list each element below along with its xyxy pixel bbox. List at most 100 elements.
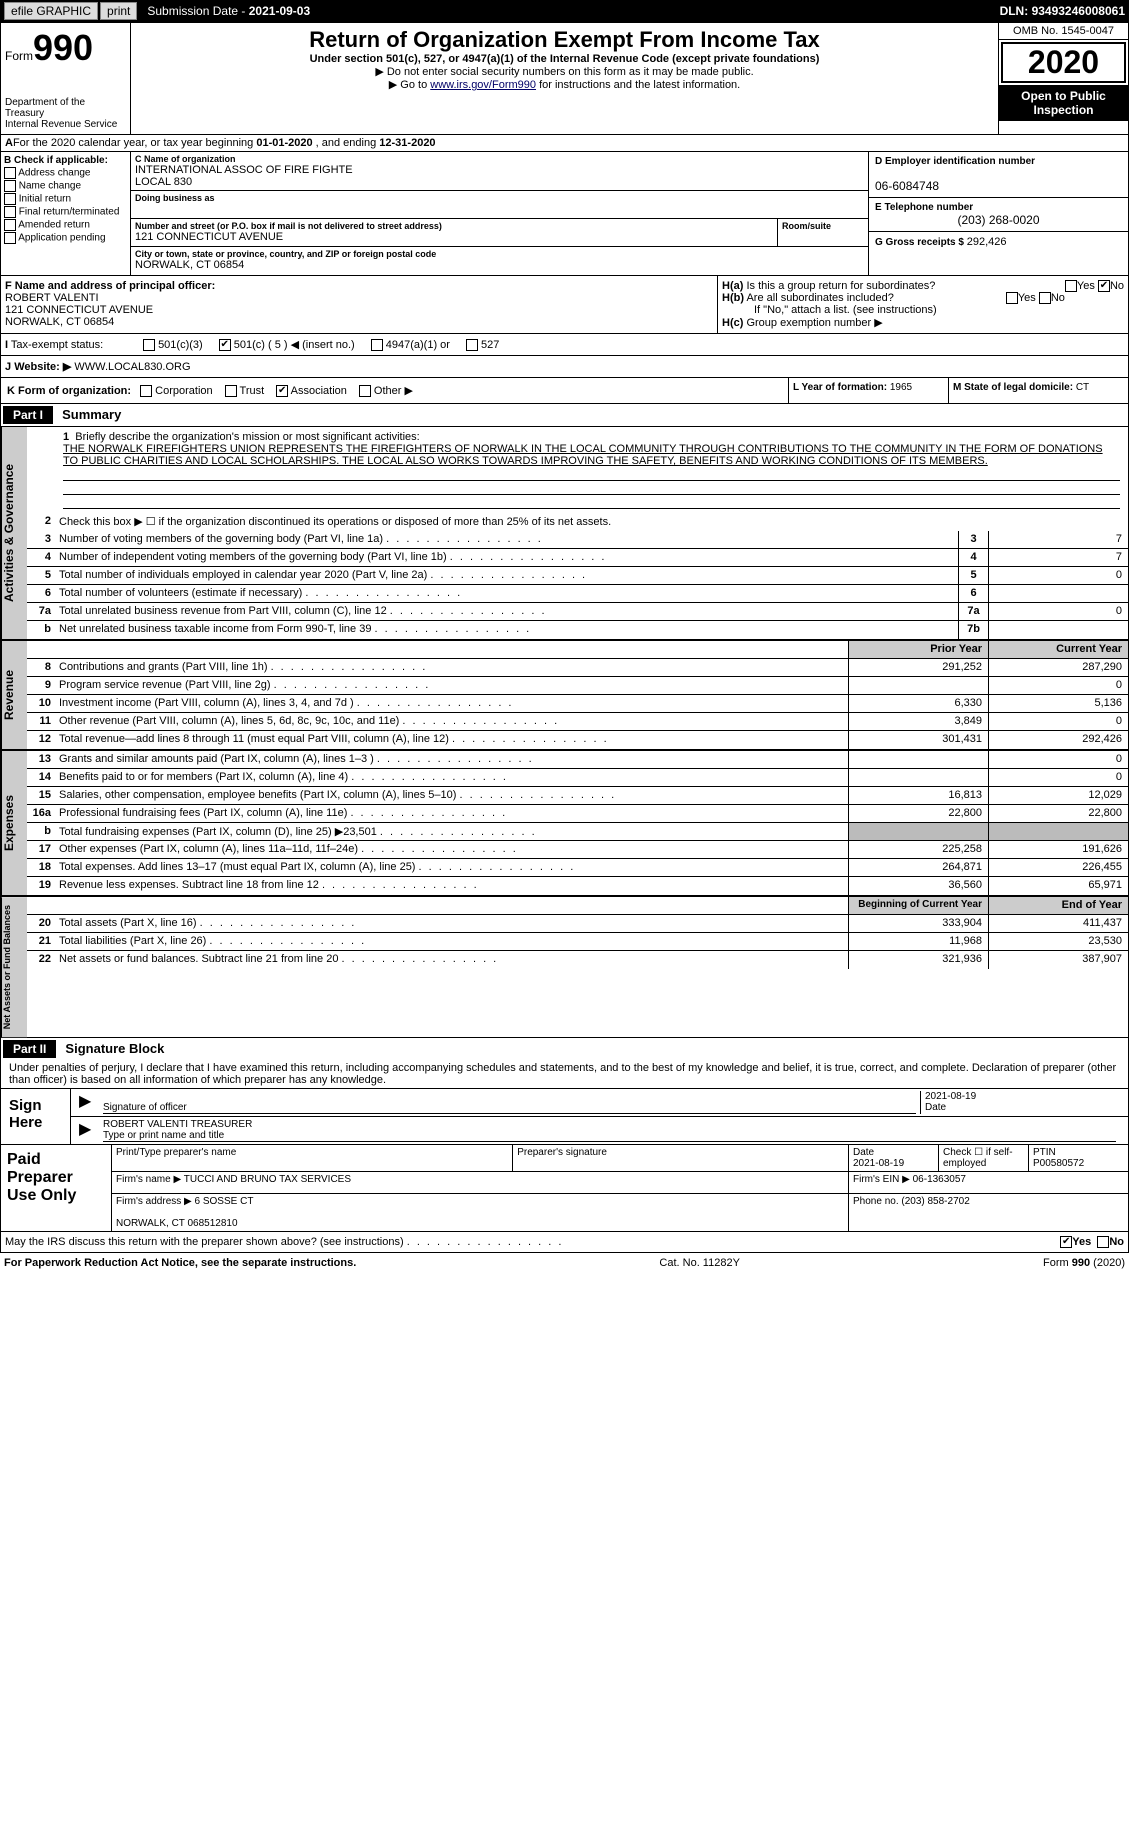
summary-line: 3Number of voting members of the governi…	[27, 531, 1128, 549]
summary-line: 20Total assets (Part X, line 16) 333,904…	[27, 915, 1128, 933]
col-end-year: End of Year	[988, 897, 1128, 914]
col-current-year: Current Year	[988, 641, 1128, 658]
part-1: Part I Summary Activities & Governance 1…	[0, 404, 1129, 1038]
summary-line: 8Contributions and grants (Part VIII, li…	[27, 659, 1128, 677]
h-b-subordinates: H(b) Are all subordinates included? Yes …	[722, 292, 1124, 304]
website-value: WWW.LOCAL830.ORG	[74, 361, 190, 373]
paid-preparer-label: Paid Preparer Use Only	[1, 1145, 111, 1231]
perjury-statement: Under penalties of perjury, I declare th…	[1, 1060, 1128, 1089]
firm-phone: Phone no. (203) 858-2702	[848, 1194, 1128, 1231]
checkbox-option[interactable]: Name change	[4, 180, 127, 192]
checkbox-option[interactable]: Amended return	[4, 219, 127, 231]
officer-signature-line[interactable]: Signature of officer	[103, 1091, 916, 1114]
open-to-public: Open to Public Inspection	[999, 85, 1128, 121]
summary-line: 5Total number of individuals employed in…	[27, 567, 1128, 585]
form-of-org-row: K Form of organization: Corporation Trus…	[0, 378, 1129, 404]
principal-officer: F Name and address of principal officer:…	[1, 276, 718, 333]
submission-date: Submission Date - 2021-09-03	[147, 4, 310, 18]
tax-exempt-status-row: I Tax-exempt status: 501(c)(3) ✔ 501(c) …	[0, 334, 1129, 356]
address-row: Number and street (or P.O. box if mail i…	[131, 219, 778, 246]
h-a-group-return: H(a) Is this a group return for subordin…	[722, 280, 1124, 292]
print-button[interactable]: print	[100, 2, 137, 20]
state-domicile: M State of legal domicile: CT	[948, 378, 1128, 403]
checkbox-option[interactable]: Initial return	[4, 193, 127, 205]
summary-line: 7aTotal unrelated business revenue from …	[27, 603, 1128, 621]
sign-here-label: Sign Here	[1, 1089, 71, 1144]
part-1-header: Part I	[3, 406, 53, 424]
form-note-ssn: ▶ Do not enter social security numbers o…	[135, 65, 994, 78]
summary-line: 17Other expenses (Part IX, column (A), l…	[27, 841, 1128, 859]
omb-number: OMB No. 1545-0047	[999, 23, 1128, 40]
form-subtitle: Under section 501(c), 527, or 4947(a)(1)…	[135, 53, 994, 65]
summary-line: 21Total liabilities (Part X, line 26) 11…	[27, 933, 1128, 951]
col-prior-year: Prior Year	[848, 641, 988, 658]
org-form-option[interactable]: ✔ Association	[276, 385, 347, 397]
form-note-link: ▶ Go to www.irs.gov/Form990 for instruct…	[135, 78, 994, 91]
year-formation: L Year of formation: 1965	[788, 378, 948, 403]
sig-date: 2021-08-19Date	[920, 1091, 1120, 1114]
side-governance: Activities & Governance	[1, 427, 27, 639]
firm-ein: Firm's EIN ▶ 06-1363057	[848, 1172, 1128, 1193]
checkbox-option[interactable]: Application pending	[4, 232, 127, 244]
org-name-row: C Name of organization INTERNATIONAL ASS…	[131, 152, 868, 191]
form-number: Form990	[5, 27, 126, 69]
summary-line: 11Other revenue (Part VIII, column (A), …	[27, 713, 1128, 731]
row-a-tax-year: AFor the 2020 calendar year, or tax year…	[0, 135, 1129, 152]
section-fgh: F Name and address of principal officer:…	[0, 276, 1129, 334]
city-row: City or town, state or province, country…	[131, 247, 868, 275]
summary-line: 4Number of independent voting members of…	[27, 549, 1128, 567]
firm-address: Firm's address ▶ 6 SOSSE CT NORWALK, CT …	[111, 1194, 848, 1231]
summary-line: 14Benefits paid to or for members (Part …	[27, 769, 1128, 787]
org-name: INTERNATIONAL ASSOC OF FIRE FIGHTE LOCAL…	[135, 164, 864, 188]
summary-line: 19Revenue less expenses. Subtract line 1…	[27, 877, 1128, 895]
top-bar: efile GRAPHIC print Submission Date - 20…	[0, 0, 1129, 22]
summary-line: 6Total number of volunteers (estimate if…	[27, 585, 1128, 603]
efile-button[interactable]: efile GRAPHIC	[4, 2, 98, 20]
summary-line: 15Salaries, other compensation, employee…	[27, 787, 1128, 805]
ptin: PTINP00580572	[1028, 1145, 1128, 1171]
col-begin-year: Beginning of Current Year	[848, 897, 988, 914]
summary-line: 10Investment income (Part VIII, column (…	[27, 695, 1128, 713]
preparer-date: Date2021-08-19	[848, 1145, 938, 1171]
summary-line: bNet unrelated business taxable income f…	[27, 621, 1128, 639]
form-title: Return of Organization Exempt From Incom…	[135, 27, 994, 53]
tax-year: 2020	[1001, 42, 1126, 83]
org-form-option[interactable]: Trust	[225, 385, 265, 397]
self-employed-check[interactable]: Check ☐ if self-employed	[938, 1145, 1028, 1171]
irs-discuss-row: May the IRS discuss this return with the…	[0, 1232, 1129, 1253]
dba-row: Doing business as	[131, 191, 868, 219]
side-net-assets: Net Assets or Fund Balances	[1, 897, 27, 1037]
org-form-option[interactable]: Other ▶	[359, 385, 413, 397]
irs-link[interactable]: www.irs.gov/Form990	[430, 79, 536, 91]
form-header: Form990 Department of the Treasury Inter…	[0, 22, 1129, 135]
h-b-note: If "No," attach a list. (see instruction…	[722, 304, 1124, 316]
ein-row: D Employer identification number 06-6084…	[869, 152, 1128, 198]
telephone-row: E Telephone number (203) 268-0020	[869, 198, 1128, 232]
checkbox-option[interactable]: Final return/terminated	[4, 206, 127, 218]
gross-receipts-row: G Gross receipts $ 292,426	[869, 232, 1128, 252]
officer-name-line: ROBERT VALENTI TREASURERType or print na…	[103, 1119, 1116, 1142]
part-2: Part II Signature Block Under penalties …	[0, 1038, 1129, 1232]
room-suite: Room/suite	[778, 219, 868, 246]
line-2: Check this box ▶ ☐ if the organization d…	[55, 513, 1128, 531]
summary-line: bTotal fundraising expenses (Part IX, co…	[27, 823, 1128, 841]
entity-info-grid: B Check if applicable: Address change Na…	[0, 152, 1129, 276]
dept-treasury: Department of the Treasury Internal Reve…	[5, 97, 126, 130]
preparer-name: Print/Type preparer's name	[111, 1145, 512, 1171]
summary-line: 12Total revenue—add lines 8 through 11 (…	[27, 731, 1128, 749]
preparer-signature: Preparer's signature	[512, 1145, 848, 1171]
dln: DLN: 93493246008061	[1000, 4, 1125, 18]
firm-name: Firm's name ▶ TUCCI AND BRUNO TAX SERVIC…	[111, 1172, 848, 1193]
summary-line: 18Total expenses. Add lines 13–17 (must …	[27, 859, 1128, 877]
mission-text: THE NORWALK FIREFIGHTERS UNION REPRESENT…	[63, 443, 1103, 467]
summary-line: 13Grants and similar amounts paid (Part …	[27, 751, 1128, 769]
summary-line: 9Program service revenue (Part VIII, lin…	[27, 677, 1128, 695]
checkbox-option[interactable]: Address change	[4, 167, 127, 179]
org-form-option[interactable]: Corporation	[140, 385, 213, 397]
side-revenue: Revenue	[1, 641, 27, 749]
mission-block: 1 Briefly describe the organization's mi…	[27, 427, 1128, 513]
summary-line: 16aProfessional fundraising fees (Part I…	[27, 805, 1128, 823]
h-c-group-exemption: H(c) Group exemption number ▶	[722, 316, 1124, 329]
website-row: J Website: ▶ WWW.LOCAL830.ORG	[0, 356, 1129, 378]
column-b-checkboxes: B Check if applicable: Address change Na…	[1, 152, 131, 275]
